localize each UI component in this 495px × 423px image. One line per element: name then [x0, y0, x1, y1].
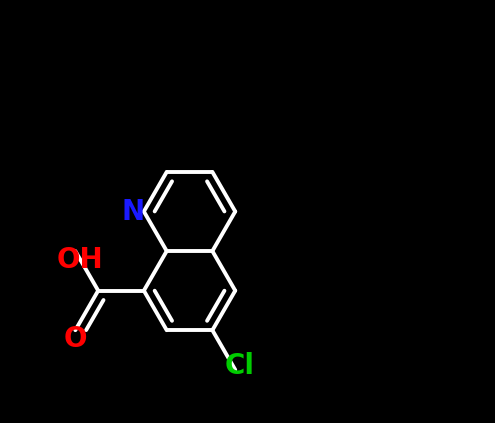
- Text: N: N: [122, 198, 145, 225]
- Text: OH: OH: [56, 245, 103, 274]
- Text: O: O: [63, 324, 87, 353]
- Text: Cl: Cl: [224, 352, 254, 379]
